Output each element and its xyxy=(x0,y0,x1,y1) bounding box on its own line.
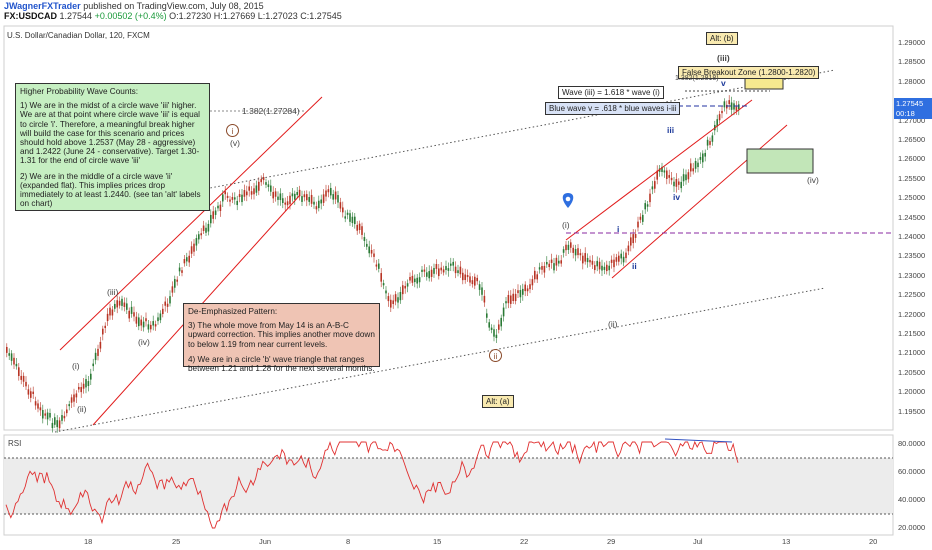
rsi-axis-label: 40.0000 xyxy=(898,495,926,504)
rsi-line xyxy=(5,440,739,529)
time-axis-label: 8 xyxy=(346,537,351,546)
note-green-p2: 2) We are in the middle of a circle wave… xyxy=(20,171,201,209)
quote-line: FX:USDCAD 1.27544 +0.00502 (+0.4%) O:1.2… xyxy=(4,11,342,21)
wave-iv-target-zone[interactable] xyxy=(746,148,814,174)
time-axis-label: Jul xyxy=(693,537,703,546)
price-axis-label: 1.25500 xyxy=(898,173,926,183)
time-axis-label: 22 xyxy=(520,537,529,546)
time-axis-label: 18 xyxy=(84,537,93,546)
price-change: +0.00502 (+0.4%) xyxy=(94,11,167,21)
wave-iii-left-label: (iii) xyxy=(107,287,119,297)
published-text: published on TradingView.com, July 08, 2… xyxy=(83,1,264,11)
note-green-title: Higher Probability Wave Counts: xyxy=(20,87,139,96)
time-axis-label: Jun xyxy=(259,537,272,546)
price-axis-label: 1.29000 xyxy=(898,38,926,47)
time-countdown-tag: 00:18 xyxy=(894,108,932,119)
price-axis-label: 1.19500 xyxy=(898,406,926,416)
note-de-emphasized: De-Emphasized Pattern: 3) The whole move… xyxy=(183,303,380,373)
price-axis-label: 1.27000 xyxy=(898,115,926,125)
wave-ii-paren-label: (ii) xyxy=(608,319,618,329)
price-axis-label: 1.23000 xyxy=(898,270,926,280)
candles-group xyxy=(6,95,740,433)
fib-top-label: 1.382(1.2818) xyxy=(675,75,719,82)
price-axis-label: 1.26500 xyxy=(898,135,926,144)
price-axis-label: 1.21000 xyxy=(898,348,926,358)
alt-a-label: Alt: (a) xyxy=(482,395,514,408)
wave-v-paren-label: (v) xyxy=(230,138,240,148)
current-price-tag: 1.27545 xyxy=(894,98,932,109)
price-axis-label: 1.22500 xyxy=(898,290,926,300)
wave-iv-left-label: (iv) xyxy=(138,337,150,347)
price-axis-label: 1.20500 xyxy=(898,367,926,377)
wave-v-small-label: v xyxy=(721,78,726,88)
fib-1382-label: 1.382(1.27284) xyxy=(242,106,300,116)
wave-iii-top-label: (iii) xyxy=(717,53,730,63)
wave-i-left-label: (i) xyxy=(72,361,80,371)
false-breakout-label: False Breakout Zone (1.2800-1.2820) xyxy=(678,66,820,79)
last-price: 1.27544 xyxy=(59,11,93,21)
price-axis-label: 1.20000 xyxy=(898,387,926,397)
time-axis-label: 15 xyxy=(433,537,442,546)
note-red-p2: 4) We are in a circle 'b' wave triangle … xyxy=(188,354,375,374)
time-axis-label: 25 xyxy=(172,537,181,546)
wave-ii-blue-label: ii xyxy=(632,261,637,271)
lower-trendline xyxy=(54,287,826,433)
price-axis-label: 1.28000 xyxy=(898,76,926,86)
location-marker-icon[interactable] xyxy=(562,193,574,208)
wave-iv-target-label: (iv) xyxy=(807,175,819,185)
rsi-axis-label: 20.0000 xyxy=(898,523,926,532)
chart-header: JWagnerFXTrader published on TradingView… xyxy=(0,0,932,22)
symbol: FX:USDCAD xyxy=(4,11,57,21)
price-axis-label: 1.21500 xyxy=(898,329,926,338)
wave-i-blue-label: i xyxy=(617,224,620,234)
alt-b-label: Alt: (b) xyxy=(706,32,738,45)
price-axis-label: 1.24500 xyxy=(898,212,926,222)
price-axis-label: 1.26000 xyxy=(898,154,926,164)
upper-trendline xyxy=(119,69,836,206)
note-red-p1: 3) The whole move from May 14 is an A-B-… xyxy=(188,321,375,349)
right-channel-lower xyxy=(611,124,788,279)
wave-ii-left-label: (ii) xyxy=(77,404,87,414)
price-axis-label: 1.22000 xyxy=(898,309,926,319)
price-axis-label: 1.23500 xyxy=(898,251,926,261)
rsi-axis-label: 60.0000 xyxy=(898,467,926,476)
circle-wave-ii-label: ii xyxy=(489,349,502,362)
rsi-band xyxy=(4,458,893,514)
note-red-title: De-Emphasized Pattern: xyxy=(188,307,278,316)
rsi-axis-label: 80.0000 xyxy=(898,439,926,448)
left-channel-upper xyxy=(59,96,323,351)
note-green-p1: 1) We are in the midst of a circle wave … xyxy=(20,101,201,166)
main-pane-border xyxy=(3,25,894,431)
time-axis-label: 29 xyxy=(607,537,616,546)
circle-wave-i-label: i xyxy=(226,124,239,137)
ohlc-values: O:1.27230 H:1.27669 L:1.27023 C:1.27545 xyxy=(169,11,342,21)
publisher-line: JWagnerFXTrader published on TradingView… xyxy=(4,1,264,11)
time-axis-label: 13 xyxy=(782,537,791,546)
wave-iv-blue-label: iv xyxy=(673,192,681,202)
wave-i-paren-label: (i) xyxy=(562,220,570,230)
wave-iii-blue-label: iii xyxy=(667,125,675,135)
rsi-divergence-line xyxy=(664,438,733,443)
wave-iii-equation-label: Wave (iii) = 1.618 * wave (i) xyxy=(558,86,664,99)
price-axis-label: 1.25000 xyxy=(898,193,926,203)
note-high-probability: Higher Probability Wave Counts: 1) We ar… xyxy=(15,83,210,211)
chart-title: U.S. Dollar/Canadian Dollar, 120, FXCM xyxy=(7,31,150,40)
publisher-name[interactable]: JWagnerFXTrader xyxy=(4,1,81,11)
rsi-label: RSI xyxy=(8,439,22,448)
price-axis-label: 1.28500 xyxy=(898,57,926,67)
blue-wave-v-label: Blue wave v = .618 * blue waves i-iii xyxy=(545,102,681,115)
price-axis-label: 1.24000 xyxy=(898,232,926,241)
right-channel-upper xyxy=(565,99,753,241)
time-axis-label: 20 xyxy=(869,537,878,546)
